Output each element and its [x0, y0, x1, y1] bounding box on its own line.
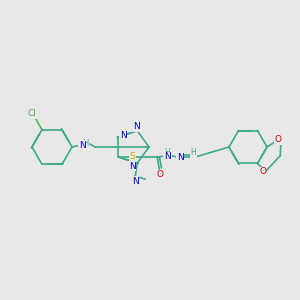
- Text: N: N: [129, 162, 136, 171]
- Text: S: S: [129, 152, 135, 161]
- Text: N: N: [79, 140, 86, 149]
- Text: O: O: [157, 170, 164, 179]
- Text: H: H: [82, 139, 88, 148]
- Text: H: H: [164, 148, 170, 158]
- Text: N: N: [132, 177, 139, 186]
- Text: N: N: [120, 130, 127, 140]
- Text: O: O: [259, 167, 266, 176]
- Text: N: N: [133, 122, 140, 131]
- Text: O: O: [274, 136, 281, 145]
- Text: N: N: [177, 154, 184, 163]
- Text: Cl: Cl: [28, 109, 36, 118]
- Text: N: N: [164, 152, 171, 161]
- Text: H: H: [190, 148, 196, 158]
